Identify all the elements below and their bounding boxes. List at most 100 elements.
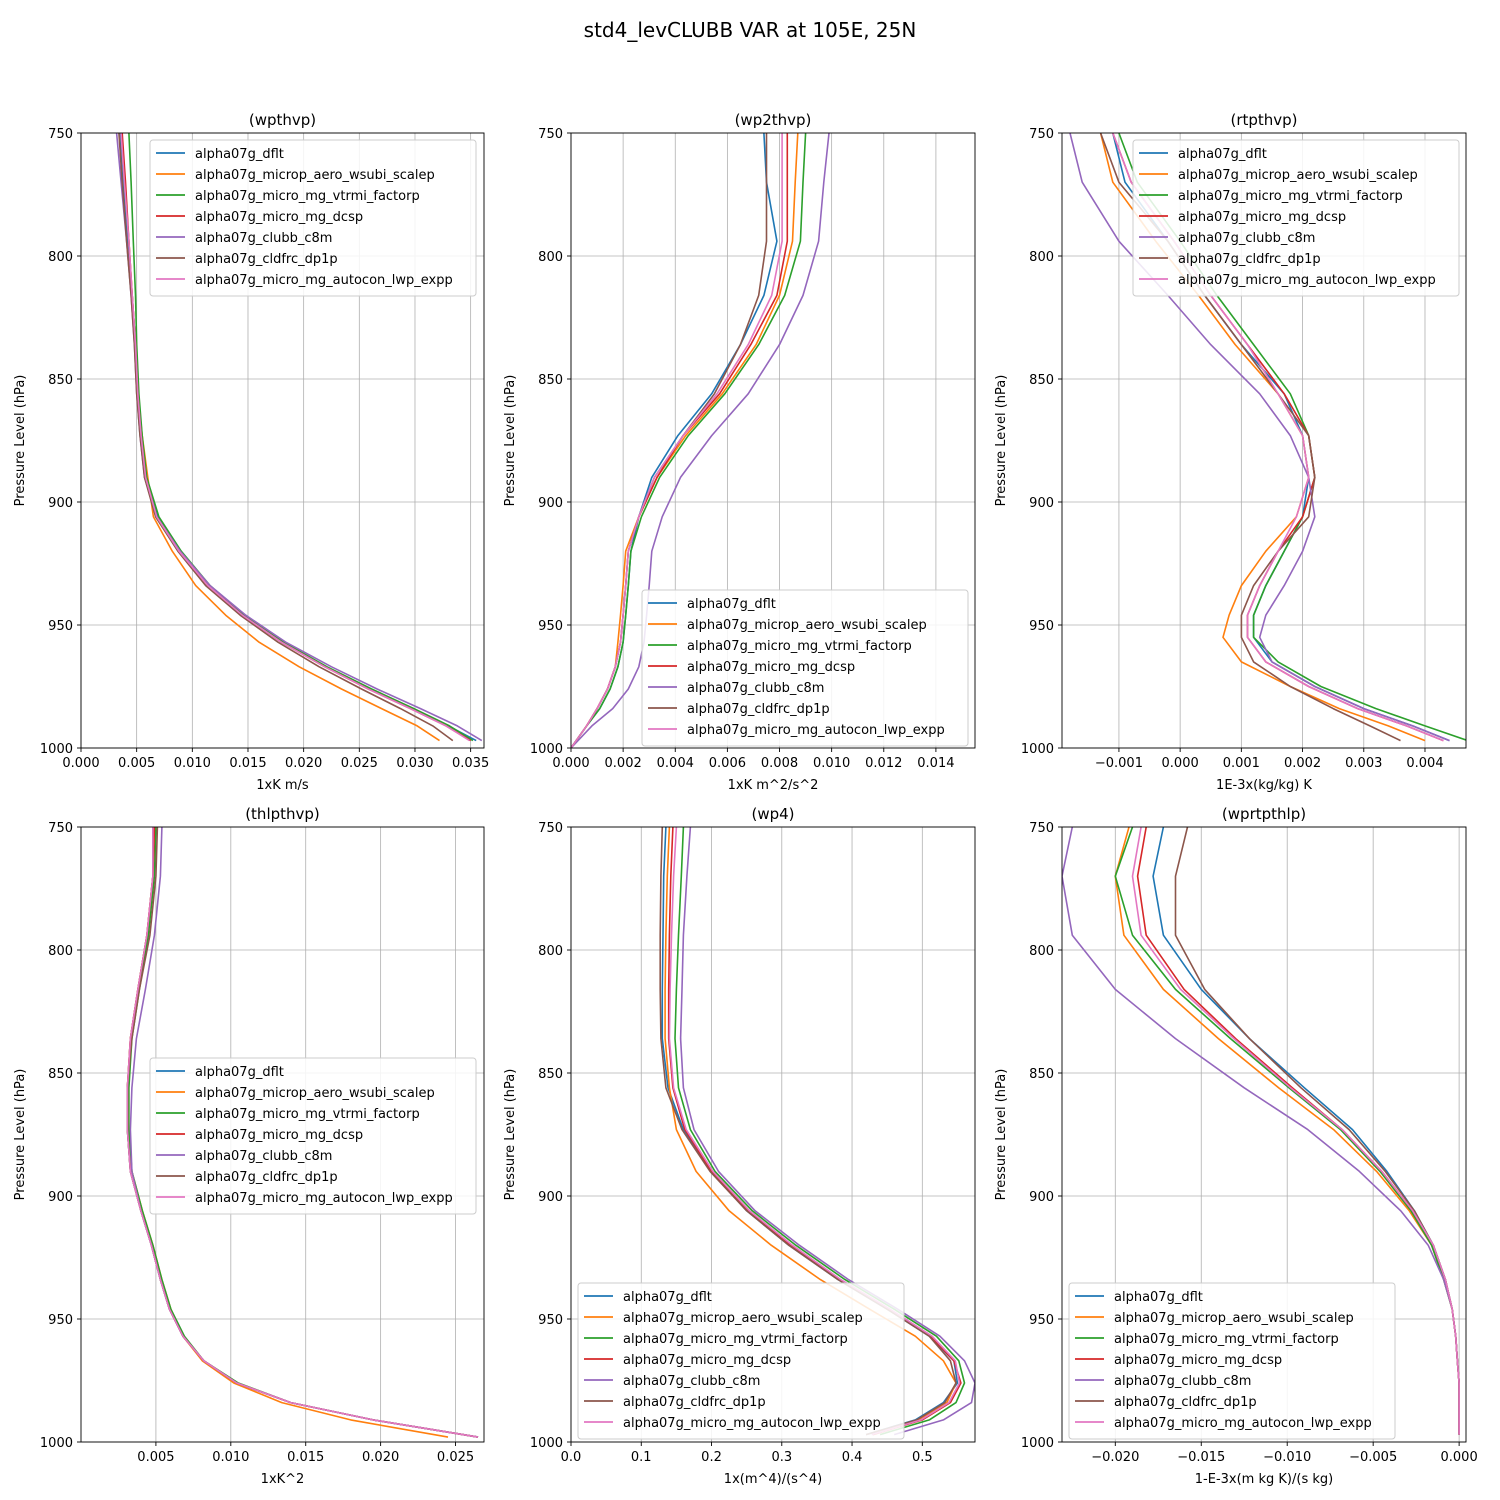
x-tick-label: 0.012 — [865, 756, 902, 771]
x-tick-label: 0.008 — [761, 756, 798, 771]
series-lines — [1062, 827, 1460, 1435]
legend-entry-label: alpha07g_cldfrc_dp1p — [1178, 252, 1321, 267]
legend-entry-label: alpha07g_cldfrc_dp1p — [623, 1395, 766, 1410]
x-axis-label: 1E-3x(kg/kg) K — [1216, 778, 1312, 793]
y-tick-label: 1000 — [40, 742, 73, 757]
y-axis-label: Pressure Level (hPa) — [503, 375, 518, 507]
subplot-title: (wp2thvp) — [735, 111, 812, 129]
series-line-alpha07g_micro_mg_dcsp — [667, 827, 962, 1436]
x-tick-label: 0.020 — [285, 756, 322, 771]
subplot-title: (wprtpthlp) — [1222, 805, 1306, 823]
legend-box — [149, 139, 477, 297]
y-tick-label: 800 — [538, 250, 563, 265]
series-lines — [115, 133, 483, 742]
x-axis-label: 1xK^2 — [261, 1472, 305, 1487]
x-tick-label: 0.015 — [287, 1450, 324, 1465]
legend: alpha07g_dflt alpha07g_microp_aero_wsubi_… — [641, 589, 969, 747]
x-tick-label: 0.1 — [631, 1450, 652, 1465]
subplot-3: −0.001 0.000 0.001 0.002 0.003 0.004 750 800 850… — [994, 111, 1467, 793]
legend-entry-label: alpha07g_micro_mg_vtrmi_factorp — [1178, 189, 1403, 204]
axes-frame — [570, 826, 976, 1443]
legend-entry-label: alpha07g_micro_mg_vtrmi_factorp — [1114, 1332, 1339, 1347]
legend-entry-label: alpha07g_micro_mg_dcsp — [1178, 210, 1346, 225]
legend: alpha07g_dflt alpha07g_microp_aero_wsubi_… — [1132, 139, 1460, 297]
axes-frame — [80, 826, 485, 1443]
legend: alpha07g_dflt alpha07g_microp_aero_wsubi_… — [149, 139, 477, 297]
y-tick-label: 800 — [48, 250, 73, 265]
y-tick-label: 1000 — [530, 742, 563, 757]
y-tick-label: 950 — [1029, 619, 1054, 634]
legend-entry-label: alpha07g_dflt — [1178, 147, 1267, 162]
legend-entry-label: alpha07g_dflt — [1114, 1290, 1203, 1305]
x-tick-label: 0.004 — [1406, 756, 1443, 771]
legend-entry-label: alpha07g_micro_mg_autocon_lwp_expp — [687, 723, 945, 738]
legend-entry-label: alpha07g_dflt — [687, 597, 776, 612]
x-tick-label: 0.000 — [1441, 1450, 1478, 1465]
legend-entry-label: alpha07g_micro_mg_autocon_lwp_expp — [1178, 273, 1436, 288]
x-tick-label: 0.002 — [605, 756, 642, 771]
y-tick-label: 800 — [1029, 944, 1054, 959]
x-tick-label: 0.035 — [452, 756, 489, 771]
y-tick-label: 750 — [1029, 821, 1054, 836]
x-tick-label: 0.3 — [771, 1450, 792, 1465]
y-tick-label: 950 — [48, 619, 73, 634]
y-tick-label: 900 — [1029, 496, 1054, 511]
x-tick-label: 0.010 — [174, 756, 211, 771]
y-axis-label: Pressure Level (hPa) — [994, 1069, 1009, 1201]
legend-entry-label: alpha07g_cldfrc_dp1p — [195, 1170, 338, 1185]
series-line-alpha07g_micro_mg_autocon_lwp_expp — [1131, 827, 1460, 1435]
subplot-title: (thlpthvp) — [245, 805, 320, 823]
series-line-alpha07g_clubb_c8m — [571, 133, 830, 748]
subplot-4: 0.005 0.010 0.015 0.020 0.025 750 800 850 900 950… — [13, 805, 485, 1487]
y-tick-label: 900 — [1029, 1190, 1054, 1205]
x-axis-label: 1-E-3x(m kg K)/(s kg) — [1195, 1472, 1333, 1487]
subplot-6: −0.020 −0.015 −0.010 −0.005 0.000 750 800 850 90… — [994, 805, 1478, 1487]
y-tick-label: 750 — [48, 127, 73, 142]
series-lines — [659, 827, 975, 1436]
x-tick-label: −0.001 — [1095, 756, 1143, 771]
legend-entry-label: alpha07g_micro_mg_autocon_lwp_expp — [623, 1416, 881, 1431]
series-line-alpha07g_clubb_c8m — [679, 827, 975, 1436]
legend-entry-label: alpha07g_micro_mg_autocon_lwp_expp — [1114, 1416, 1372, 1431]
legend-entry-label: alpha07g_clubb_c8m — [687, 681, 824, 696]
legend-entry-label: alpha07g_microp_aero_wsubi_scalep — [195, 168, 435, 183]
x-tick-label: 0.000 — [62, 756, 99, 771]
y-tick-label: 950 — [48, 1313, 73, 1328]
y-tick-label: 750 — [1029, 127, 1054, 142]
x-tick-label: 0.0 — [561, 1450, 582, 1465]
legend-box — [577, 1282, 905, 1440]
subplots: 0.000 0.005 0.010 0.015 0.020 0.025 0.030 0.035… — [13, 111, 1478, 1487]
x-tick-label: 0.000 — [1162, 756, 1199, 771]
legend-entry-label: alpha07g_micro_mg_autocon_lwp_expp — [195, 273, 453, 288]
y-tick-label: 1000 — [1021, 742, 1054, 757]
y-tick-label: 950 — [538, 619, 563, 634]
x-tick-label: −0.020 — [1091, 1450, 1139, 1465]
legend-entry-label: alpha07g_cldfrc_dp1p — [1114, 1395, 1257, 1410]
series-lines — [571, 133, 830, 748]
axes-frame — [80, 132, 485, 749]
y-tick-label: 1000 — [1021, 1436, 1054, 1451]
x-axis-label: 1x(m^4)/(s^4) — [724, 1472, 822, 1487]
legend-entry-label: alpha07g_microp_aero_wsubi_scalep — [195, 1086, 435, 1101]
x-tick-label: 0.002 — [1284, 756, 1321, 771]
legend-entry-label: alpha07g_clubb_c8m — [195, 1149, 332, 1164]
x-tick-label: 0.030 — [396, 756, 433, 771]
legend-entry-label: alpha07g_microp_aero_wsubi_scalep — [1178, 168, 1418, 183]
y-axis-label: Pressure Level (hPa) — [503, 1069, 518, 1201]
legend-entry-label: alpha07g_dflt — [623, 1290, 712, 1305]
y-tick-label: 750 — [538, 127, 563, 142]
legend-entry-label: alpha07g_clubb_c8m — [195, 231, 332, 246]
series-lines — [126, 827, 479, 1438]
y-tick-label: 800 — [48, 944, 73, 959]
legend-entry-label: alpha07g_clubb_c8m — [1178, 231, 1315, 246]
y-tick-label: 800 — [538, 944, 563, 959]
y-tick-label: 900 — [48, 496, 73, 511]
y-tick-label: 900 — [538, 496, 563, 511]
y-tick-label: 950 — [538, 1313, 563, 1328]
y-tick-label: 900 — [538, 1190, 563, 1205]
x-tick-label: 0.010 — [813, 756, 850, 771]
x-tick-label: 0.006 — [709, 756, 746, 771]
series-line-alpha07g_micro_mg_autocon_lwp_expp — [668, 827, 961, 1436]
x-tick-label: 0.005 — [137, 1450, 174, 1465]
x-tick-label: 0.020 — [362, 1450, 399, 1465]
